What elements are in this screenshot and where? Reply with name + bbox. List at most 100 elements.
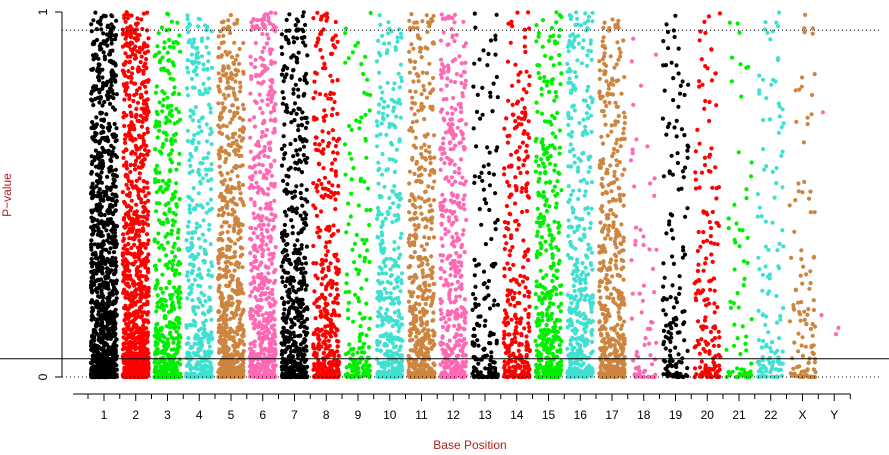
point-chr-2 [137,238,142,243]
point-chr-7 [279,45,284,50]
point-chr-7 [293,290,299,295]
data-points [88,10,841,380]
point-chr-7 [294,184,299,189]
point-chr-7 [289,297,294,302]
point-chr-1 [106,121,112,126]
point-chr-2 [123,19,128,24]
point-chr-3 [153,329,158,334]
point-chr-4 [191,207,196,212]
point-chr-5 [226,18,231,23]
point-chr-4 [189,243,195,248]
point-chr-3 [160,89,165,94]
point-chr-7 [296,50,301,55]
point-chr-2 [130,216,135,221]
point-chr-5 [217,309,222,314]
point-chr-3 [173,369,178,374]
point-chr-4 [186,361,191,366]
point-chr-2 [130,48,135,54]
point-chr-2 [146,270,151,275]
point-chr-7 [286,367,291,372]
point-chr-4 [188,114,193,119]
point-chr-6 [269,341,274,346]
point-chr-2 [125,175,130,180]
point-chr-5 [239,246,244,251]
point-chr-2 [145,276,150,281]
point-chr-3 [153,124,158,129]
point-chr-6 [254,180,259,185]
point-chr-2 [134,91,139,96]
point-chr-5 [216,101,221,106]
point-chr-7 [283,284,288,289]
point-chr-6 [256,143,261,148]
point-chr-7 [298,213,303,218]
point-chr-1 [95,317,100,322]
point-chr-3 [168,330,173,335]
point-chr-7 [290,354,296,359]
point-chr-3 [155,304,160,309]
point-chr-5 [220,238,225,243]
point-chr-4 [196,236,201,241]
point-chr-2 [138,165,143,170]
point-chr-6 [267,337,272,342]
point-chr-3 [164,115,169,120]
point-chr-7 [301,372,306,378]
point-chr-6 [258,223,263,228]
point-chr-3 [157,258,162,263]
point-chr-2 [142,185,147,190]
point-chr-3 [160,190,165,195]
point-chr-1 [98,254,103,260]
point-chr-2 [138,292,143,297]
point-chr-5 [217,347,222,352]
point-chr-3 [169,19,174,24]
point-chr-7 [285,314,290,319]
point-chr-1 [94,184,99,189]
point-chr-7 [305,120,310,125]
point-chr-2 [138,113,143,118]
point-chr-4 [191,137,196,142]
point-chr-7 [289,74,294,79]
point-chr-6 [273,342,278,347]
point-chr-3 [171,133,176,138]
point-chr-5 [219,224,224,229]
point-chr-5 [225,259,231,264]
point-chr-6 [253,57,258,62]
point-chr-2 [127,194,132,199]
point-chr-1 [95,290,100,295]
point-chr-2 [133,289,138,294]
point-chr-4 [194,362,199,367]
point-chr-1 [114,194,119,199]
point-chr-7 [281,238,286,243]
point-chr-2 [132,30,137,35]
point-chr-2 [135,245,140,250]
point-chr-4 [187,285,192,290]
point-chr-5 [231,315,236,320]
point-chr-5 [228,120,233,125]
point-chr-1 [101,222,106,227]
point-chr-1 [93,261,98,266]
point-chr-6 [273,352,278,357]
point-chr-5 [239,363,244,368]
point-chr-5 [221,33,226,39]
point-chr-5 [216,34,221,39]
point-chr-1 [97,187,102,192]
point-chr-1 [100,84,106,89]
point-chr-5 [222,302,227,307]
point-chr-1 [95,352,100,357]
point-chr-2 [137,253,142,258]
point-chr-2 [129,182,134,187]
point-chr-2 [120,190,125,195]
point-chr-7 [286,293,291,298]
point-chr-4 [207,344,212,349]
point-chr-3 [162,46,167,51]
point-chr-2 [124,321,129,327]
point-chr-2 [144,217,150,222]
point-chr-4 [186,230,191,236]
point-chr-8 [313,141,318,147]
point-chr-2 [130,52,135,57]
point-chr-3 [158,286,163,291]
point-chr-2 [123,51,128,56]
point-chr-4 [206,59,211,64]
point-chr-7 [279,264,284,269]
point-chr-4 [194,72,199,77]
point-chr-1 [112,318,117,323]
